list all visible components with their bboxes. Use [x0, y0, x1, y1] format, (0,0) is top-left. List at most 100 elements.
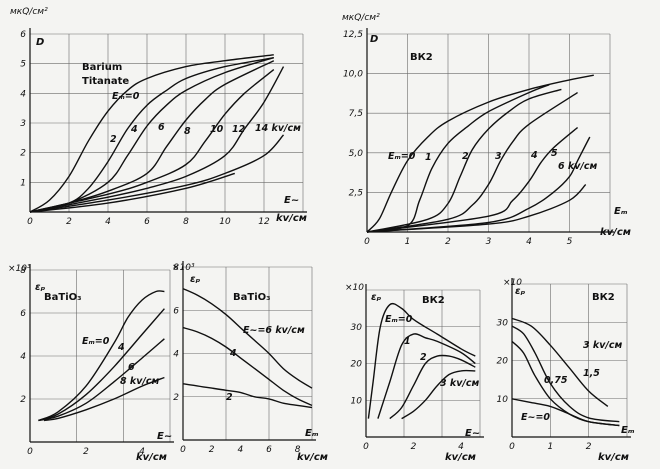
- y-tick-label: 8: [20, 266, 26, 276]
- y-axis-label: εₚ: [35, 282, 46, 293]
- series-line-3: [29, 57, 275, 213]
- y-tick-label: 20: [497, 357, 509, 367]
- series-line-1: [366, 74, 594, 233]
- y-tick-label: 30: [351, 323, 363, 333]
- series-line-3: [38, 338, 165, 422]
- series-line-2: [511, 325, 620, 423]
- x-tick-label: 4: [237, 445, 243, 455]
- series-line-7: [366, 183, 587, 233]
- series-label: 14 kv/см: [255, 123, 301, 134]
- x-tick-label: 8: [183, 217, 189, 227]
- series-label: Eₘ=0: [388, 151, 416, 162]
- x-tick-label: 2: [411, 442, 417, 452]
- x-tick-label: 3: [486, 237, 492, 247]
- y-tick-label: 5: [20, 60, 26, 70]
- series-line-4: [366, 92, 578, 233]
- y-axis-unit: ×10: [503, 278, 522, 288]
- y-tick-label: 3: [20, 119, 26, 129]
- y-tick-label: 5,0: [349, 149, 364, 159]
- series-label: 5: [551, 148, 558, 159]
- series-line-3: [366, 88, 562, 233]
- y-tick-label: 1: [20, 178, 26, 188]
- x-axis-label: Eₘ: [614, 206, 628, 217]
- series-label: 12: [232, 124, 246, 135]
- x-tick-label: 2: [66, 217, 72, 227]
- x-tick-label: 2: [586, 442, 592, 452]
- y-tick-label: 10: [497, 395, 509, 405]
- series-label: Eₘ=0: [385, 314, 413, 325]
- x-tick-label: 12: [258, 217, 270, 227]
- chart-title: BaTiO₃: [44, 292, 82, 303]
- y-tick-label: 30: [497, 318, 509, 328]
- series-label: 8 kv/см: [120, 376, 160, 387]
- y-axis-label: εₚ: [371, 292, 382, 303]
- x-tick-label: 4: [105, 217, 111, 227]
- y-axis-label: εₚ: [190, 274, 201, 285]
- series-line-7: [29, 134, 285, 213]
- chart-title: BaTiO₃: [233, 292, 271, 303]
- x-axis-label: E~: [157, 431, 172, 442]
- y-tick-label: 2,5: [349, 188, 364, 198]
- chart-title: ВК2: [410, 52, 433, 63]
- chart-title: Barium: [82, 62, 122, 73]
- series-line-2: [29, 57, 274, 213]
- series-label: 4: [229, 348, 237, 359]
- series-label: Eₘ=0: [112, 91, 140, 102]
- x-axis-label: E~: [465, 428, 480, 439]
- series-line-3: [389, 354, 476, 420]
- y-tick-label: 2: [20, 149, 26, 159]
- y-tick-label: 10: [351, 396, 363, 406]
- y-tick-label: 6: [173, 306, 179, 316]
- series-label: 6: [128, 362, 135, 373]
- x-tick-label: 4: [458, 442, 464, 452]
- y-tick-label: 6: [20, 309, 26, 319]
- series-line-6: [366, 136, 591, 233]
- chart-title: ВК2: [592, 292, 615, 303]
- x-axis-unit: kv/см: [136, 452, 167, 463]
- x-axis-unit: kv/см: [598, 452, 629, 463]
- chart-title: ВК2: [422, 295, 445, 306]
- x-tick-label: 10: [219, 217, 231, 227]
- chart-title: Titanate: [82, 76, 129, 87]
- series-label: 3: [495, 151, 502, 162]
- series-line-1: [38, 290, 165, 422]
- series-line-4: [29, 60, 275, 213]
- y-tick-label: 8: [173, 263, 179, 273]
- x-tick-label: 8: [295, 445, 301, 455]
- y-axis-unit: ×10³: [172, 263, 195, 273]
- series-label: Eₘ=0: [82, 336, 110, 347]
- x-axis-unit: kv/см: [600, 227, 631, 238]
- y-axis-unit: мкQ/см²: [342, 13, 380, 23]
- y-axis-unit: мкQ/см²: [10, 7, 48, 17]
- x-tick-label: 0: [27, 217, 33, 227]
- series-line-6: [29, 66, 285, 213]
- series-line-3: [182, 383, 313, 409]
- series-label: 2: [226, 392, 233, 403]
- y-tick-label: 2: [173, 393, 179, 403]
- x-tick-label: 0: [363, 442, 369, 452]
- series-label: 2: [110, 134, 117, 145]
- series-line-1: [367, 302, 476, 419]
- series-label: 4: [117, 342, 125, 353]
- series-label: 3 kv/см: [440, 378, 480, 389]
- series-label: 1: [404, 336, 411, 347]
- series-line-1: [182, 287, 313, 389]
- x-tick-label: 1: [405, 237, 411, 247]
- series-label: E~=6 kv/см: [243, 325, 305, 336]
- series-label: 1,5: [583, 368, 600, 379]
- y-tick-label: 7,5: [349, 109, 364, 119]
- series-label: 2: [420, 352, 427, 363]
- series-line-5: [29, 69, 275, 213]
- y-tick-label: 12,5: [343, 30, 363, 40]
- x-axis-unit: kv/см: [276, 213, 307, 224]
- series-line-2: [377, 333, 476, 419]
- x-tick-label: 4: [139, 447, 145, 457]
- x-tick-label: 2: [445, 237, 451, 247]
- y-tick-label: 2: [20, 395, 26, 405]
- series-label: 6: [158, 122, 165, 133]
- series-line-2: [38, 308, 165, 422]
- y-axis-label: εₚ: [515, 286, 526, 297]
- series-label: 10: [210, 124, 224, 135]
- x-tick-label: 4: [526, 237, 532, 247]
